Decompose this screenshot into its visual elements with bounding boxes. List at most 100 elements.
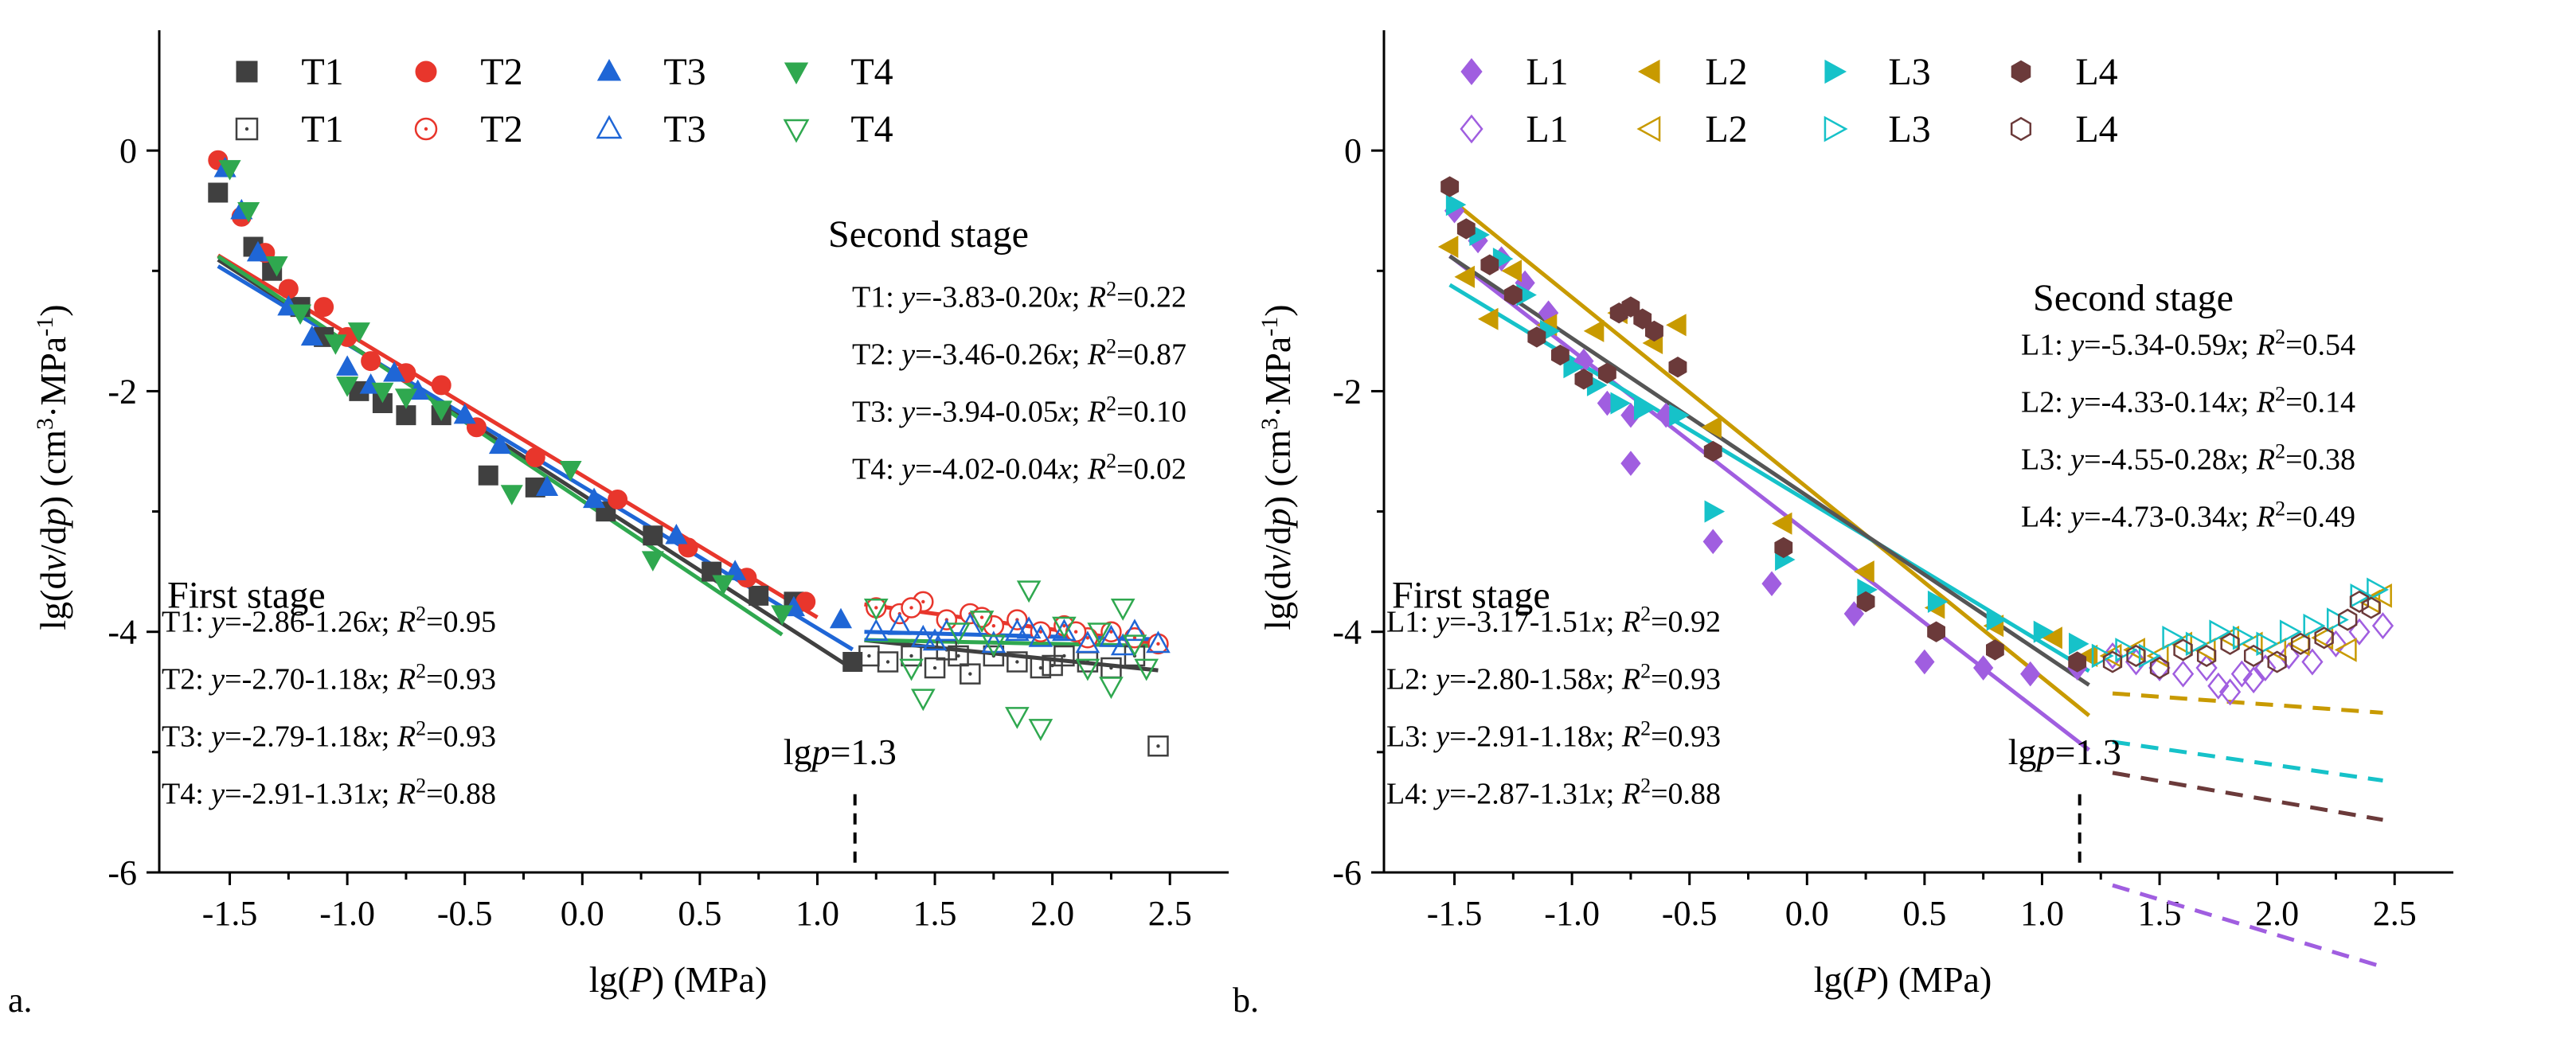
eq-var: R [1087,396,1106,429]
data-point-dot [932,665,937,670]
legend-item-t3-first: T3 [596,51,706,93]
second-stage-equation: T1: y=-3.83-0.20x; R2=0.22 [852,278,1186,314]
data-point [641,551,664,572]
data-point [1843,601,1864,626]
eq-var: x [2226,386,2241,419]
text-run: =-5.34-0.59 [2084,329,2227,362]
fit-line-l3 [2112,739,2383,783]
legend-label: T3 [663,108,706,150]
eq-var: R [1087,453,1106,486]
data-point [608,489,628,509]
data-point [1668,357,1687,378]
data-point [453,403,476,424]
data-point [981,630,1007,654]
series-t4-first [218,160,794,626]
y-axis-title: lg(dv/dp) (cm3·MPa-1) [1257,304,1298,630]
data-point-dot [1132,636,1137,640]
x-tick-label: -1.5 [202,894,258,933]
text-run: =-2.91-1.31 [225,778,368,811]
data-point [2371,612,2394,640]
data-point [1986,608,2007,631]
text-run: L4: [2021,501,2063,534]
data-point [2207,672,2230,700]
text-run: L1: [1386,606,1429,639]
legend-marker [1460,57,1483,86]
data-point [910,689,936,712]
text-run: p [1257,508,1298,529]
data-point [1016,580,1042,603]
text-run: =-2.86-1.26 [225,606,368,639]
data-point [1440,176,1460,197]
text-run: L3: [1386,720,1429,754]
text-run: ) [1257,304,1298,316]
eq-var: y [898,281,915,314]
series-t1-second [858,639,1169,757]
text-run: lg( [1814,959,1855,1000]
data-point-dot [1050,663,1054,668]
text-run: =0.38 [2285,443,2355,477]
x-tick-label: 2.0 [1030,894,1074,933]
data-point-dot [991,623,996,628]
data-point [2279,619,2302,645]
data-point-dot [909,654,913,658]
data-point [1477,307,1499,330]
eq-var: y [208,606,225,639]
y-axis-title: lg(dv/dp) (cm3·MPa-1) [32,304,73,630]
text-run: =0.92 [1651,606,1721,639]
x-axis-title: lg(P) (MPa) [589,959,768,1000]
y-tick-label: -4 [1332,613,1362,652]
data-point [1028,624,1053,647]
eq-var: R [1087,338,1106,372]
legend-item-t4-second: T4 [783,108,893,150]
data-point [1075,658,1100,681]
data-point-dot [1038,665,1043,670]
text-run: T1: [162,606,204,639]
data-point [300,325,323,346]
data-point [1052,619,1077,642]
eq-var: y [1433,720,1449,754]
eq-var: y [208,778,225,811]
legend-label: L1 [1526,108,1568,150]
data-point [525,447,545,468]
data-point [361,351,381,372]
data-point [1551,344,1569,366]
legend-label: L4 [2075,51,2117,93]
eq-sup: 2 [1106,278,1116,301]
text-run: T3: [162,720,204,754]
data-point [1480,254,1499,275]
data-point [2209,619,2232,645]
first-stage-equation: L3: y=-2.91-1.18x; R2=0.93 [1386,717,1721,754]
text-run: /d [1257,526,1298,555]
data-point [1099,624,1124,647]
y-tick-label: -2 [107,372,137,411]
data-point [1854,560,1874,583]
x-tick-label: -1.5 [1427,894,1483,933]
eq-var: x [367,720,381,754]
text-run: 3 [32,418,58,430]
text-run: -1 [1257,317,1283,337]
data-point [969,611,995,633]
y-tick-label: -6 [1332,853,1362,892]
eq-var: y [2067,329,2084,362]
data-point [324,334,347,355]
data-point [347,322,370,343]
text-run: L4: [1386,778,1429,811]
series-l4-second [2102,590,2381,680]
data-point [1620,451,1641,476]
data-point [981,634,1007,658]
data-point [1053,645,1075,667]
chart-panel-b: -1.5 -1.0 -0.5 0.0 0.5 1.0 1.5 2.0 2.5 0 -2 -4 -6 lg(… [1233,30,2453,1020]
text-run: lg(d [1257,572,1298,630]
series-l4-first [1440,176,2087,673]
data-point [1701,416,1722,439]
data-point [1610,392,1631,415]
legend-label: T2 [480,51,522,93]
data-point [431,375,451,396]
text-run: =-3.46-0.26 [915,338,1058,372]
legend-marker [784,62,809,84]
second-stage-equation: T4: y=-4.02-0.04x; R2=0.02 [852,450,1186,486]
x-tick-label: -0.5 [437,894,493,933]
data-point-dot [979,615,984,619]
eq-var: R [2256,329,2275,362]
